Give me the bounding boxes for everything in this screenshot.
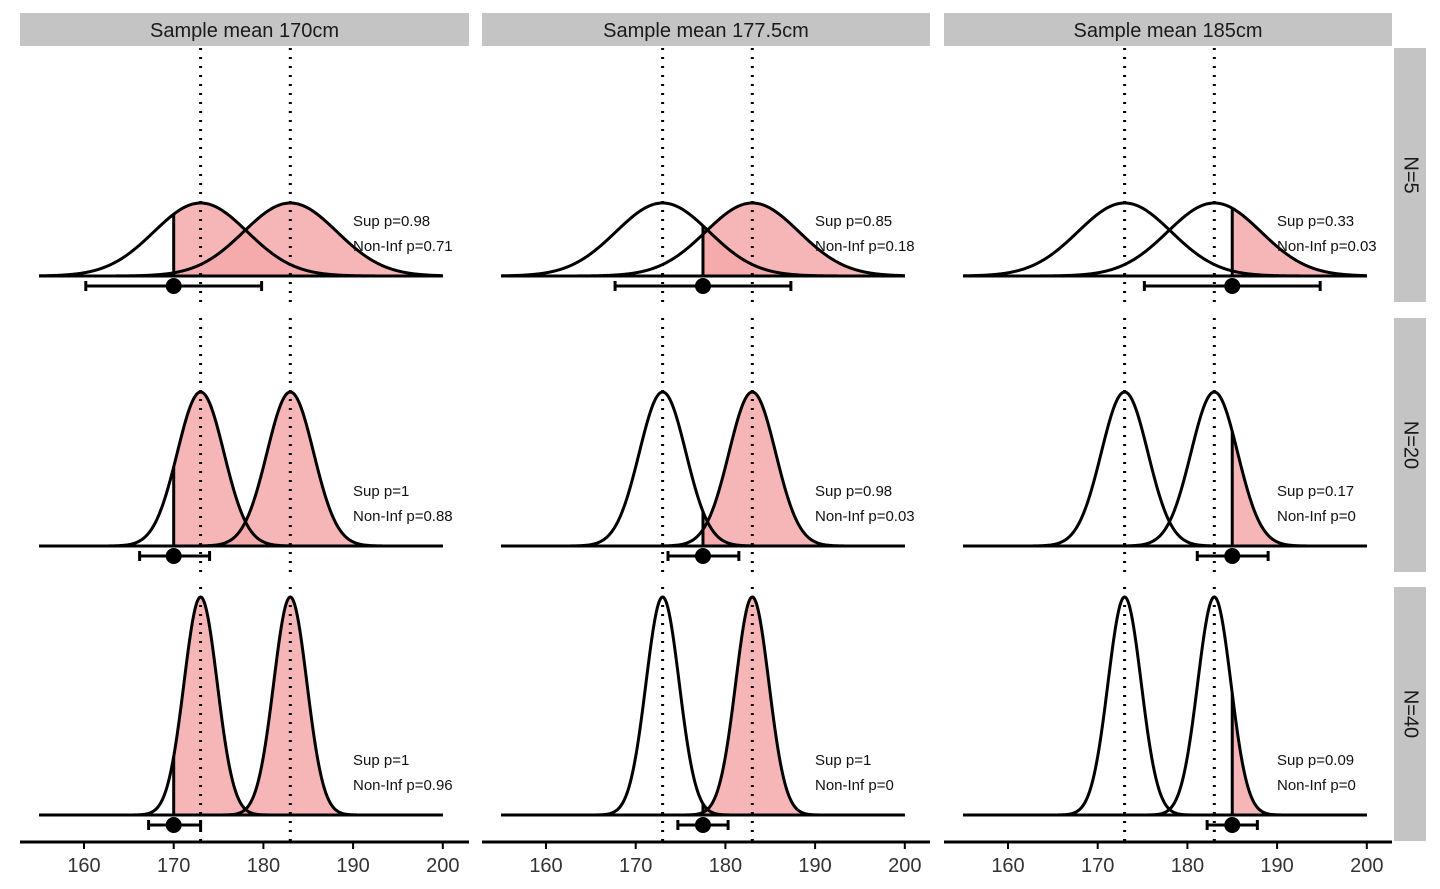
facet-column-label: Sample mean 170cm xyxy=(150,20,339,42)
noninf-p-label: Non-Inf p=0.96 xyxy=(353,777,453,794)
sample-mean-point xyxy=(694,278,711,294)
facet-column-label: Sample mean 177.5cm xyxy=(603,20,809,42)
density-shaded-area xyxy=(1232,693,1367,815)
sup-p-label: Sup p=1 xyxy=(353,752,409,769)
x-tick-label: 160 xyxy=(529,855,562,877)
sup-p-label: Sup p=1 xyxy=(353,483,409,500)
sample-mean-point xyxy=(165,817,182,833)
facet-column-label: Sample mean 185cm xyxy=(1074,20,1263,42)
x-tick-label: 170 xyxy=(157,855,190,877)
density-shaded-area xyxy=(173,597,443,815)
noninf-p-label: Non-Inf p=0.03 xyxy=(815,508,915,525)
noninf-p-label: Non-Inf p=0 xyxy=(815,777,894,794)
noninf-p-label: Non-Inf p=0.88 xyxy=(353,508,453,525)
noninf-p-label: Non-Inf p=0 xyxy=(1277,777,1356,794)
density-shaded-area xyxy=(173,203,443,276)
x-tick-label: 170 xyxy=(1081,855,1114,877)
sup-p-label: Sup p=0.09 xyxy=(1277,752,1354,769)
facet-row-label: N=5 xyxy=(1400,156,1422,193)
density-shaded-area xyxy=(173,597,443,815)
facet-strip-row xyxy=(1394,587,1426,841)
noninf-p-label: Non-Inf p=0.18 xyxy=(815,238,915,255)
sup-p-label: Sup p=0.98 xyxy=(353,213,430,230)
x-tick-label: 180 xyxy=(709,855,742,877)
sup-p-label: Sup p=0.98 xyxy=(815,483,892,500)
panel: Sup p=0.85 Non-Inf p=0.18 xyxy=(501,48,915,302)
x-tick-label: 200 xyxy=(426,855,459,877)
facet-strip-column xyxy=(20,13,469,46)
sample-mean-point xyxy=(694,817,711,833)
sample-mean-point xyxy=(1224,548,1241,564)
x-tick-label: 160 xyxy=(67,855,100,877)
facet-row-label: N=40 xyxy=(1400,690,1422,738)
x-tick-label: 190 xyxy=(336,855,369,877)
sample-mean-point xyxy=(165,548,182,564)
facet-strip-row xyxy=(1394,318,1426,572)
facet-strip-column xyxy=(482,13,930,46)
x-tick-label: 160 xyxy=(991,855,1024,877)
panel: Sup p=0.33 Non-Inf p=0.03 xyxy=(963,48,1377,302)
x-tick-label: 170 xyxy=(619,855,652,877)
density-shaded-area xyxy=(1232,208,1367,276)
x-tick-label: 180 xyxy=(247,855,280,877)
panel: Sup p=0.09 Non-Inf p=0 xyxy=(963,587,1367,841)
panel: Sup p=0.17 Non-Inf p=0 xyxy=(963,318,1367,572)
x-tick-label: 200 xyxy=(888,855,921,877)
sup-p-label: Sup p=1 xyxy=(815,752,871,769)
panel: Sup p=0.98 Non-Inf p=0.03 xyxy=(501,318,915,572)
noninf-p-label: Non-Inf p=0 xyxy=(1277,508,1356,525)
panel: Sup p=1 Non-Inf p=0.88 xyxy=(39,318,453,572)
density-shaded-area xyxy=(173,392,443,546)
panel: Sup p=1 Non-Inf p=0 xyxy=(501,587,905,841)
noninf-p-label: Non-Inf p=0.71 xyxy=(353,238,453,255)
x-tick-label: 200 xyxy=(1350,855,1383,877)
x-tick-label: 190 xyxy=(1260,855,1293,877)
sample-mean-point xyxy=(1224,817,1241,833)
noninf-p-label: Non-Inf p=0.03 xyxy=(1277,238,1377,255)
density-shaded-area xyxy=(1232,431,1367,546)
facet-strip-column xyxy=(944,13,1392,46)
sample-mean-point xyxy=(1224,278,1241,294)
panel: Sup p=0.98 Non-Inf p=0.71 xyxy=(39,48,453,302)
sample-mean-point xyxy=(165,278,182,294)
panel: Sup p=1 Non-Inf p=0.96 xyxy=(39,587,453,841)
sample-mean-point xyxy=(694,548,711,564)
facet-strip-row xyxy=(1394,48,1426,302)
facet-row-label: N=20 xyxy=(1400,421,1422,469)
density-shaded-area xyxy=(702,203,905,276)
sup-p-label: Sup p=0.17 xyxy=(1277,483,1354,500)
x-tick-label: 190 xyxy=(798,855,831,877)
x-tick-label: 180 xyxy=(1171,855,1204,877)
sup-p-label: Sup p=0.33 xyxy=(1277,213,1354,230)
sup-p-label: Sup p=0.85 xyxy=(815,213,892,230)
